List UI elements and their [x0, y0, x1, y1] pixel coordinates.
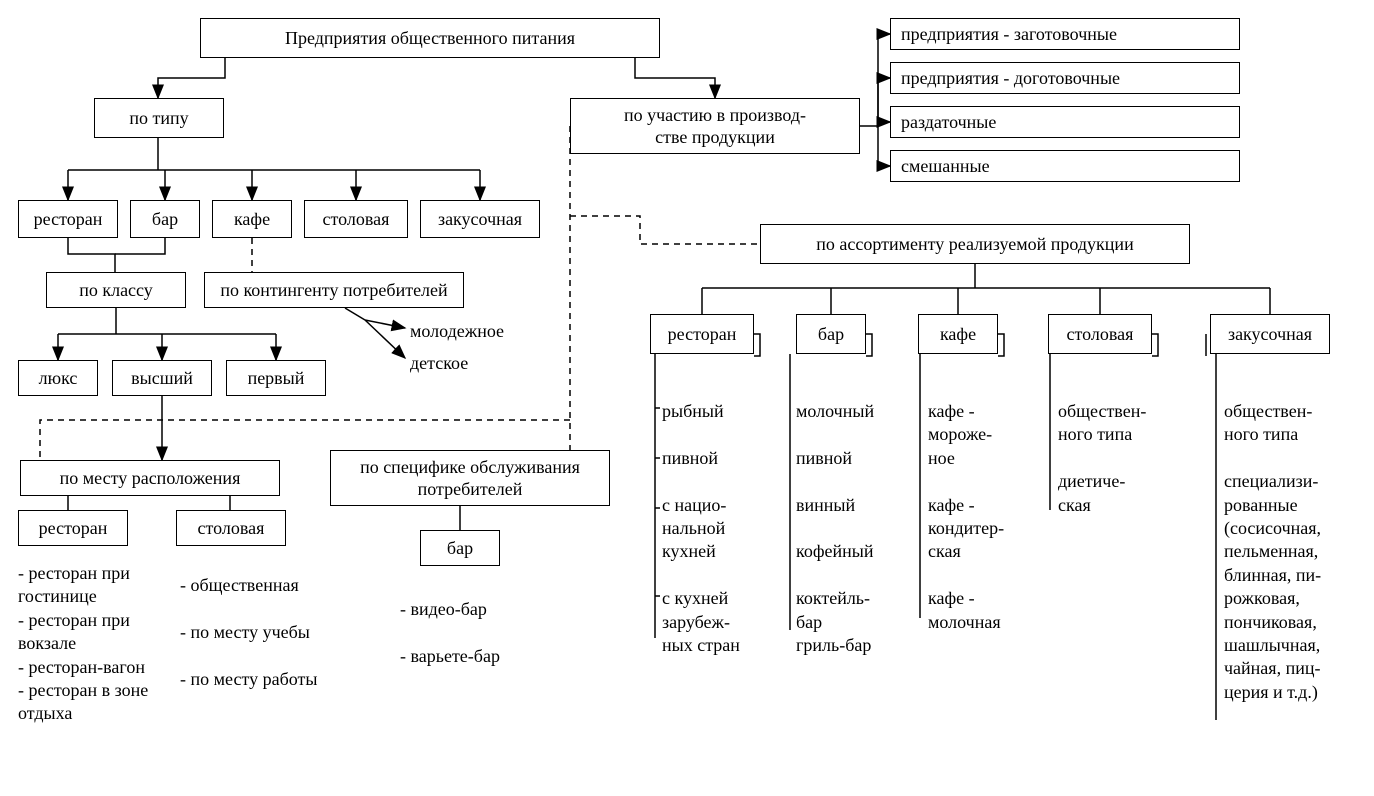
node-a-bar: бар	[796, 314, 866, 354]
node-byspec: по специфике обслуживания потребителей	[330, 450, 610, 506]
label-loc-rest-list: - ресторан при гостинице - ресторан при …	[18, 562, 148, 726]
node-byloc: по месту расположения	[20, 460, 280, 496]
node-t-bar: бар	[130, 200, 200, 238]
node-high: высший	[112, 360, 212, 396]
node-a-cafe: кафе	[918, 314, 998, 354]
node-bytype: по типу	[94, 98, 224, 138]
label-a-zak-list: обществен- ного типа специализи- рованны…	[1224, 400, 1321, 704]
node-p2: предприятия - доготовочные	[890, 62, 1240, 94]
node-a-zak: закусочная	[1210, 314, 1330, 354]
node-lux: люкс	[18, 360, 98, 396]
node-bycont: по контингенту потребителей	[204, 272, 464, 308]
node-p1: предприятия - заготовочные	[890, 18, 1240, 50]
label-a-cafe-list: кафе - мороже- ное кафе - кондитер- ская…	[928, 400, 1004, 634]
label-youth: молодежное	[410, 320, 504, 343]
label-a-stol-list: обществен- ного типа диетиче- ская	[1058, 400, 1146, 517]
node-loc-rest: ресторан	[18, 510, 128, 546]
node-t-cafe: кафе	[212, 200, 292, 238]
node-byassort: по ассортименту реализуемой продукции	[760, 224, 1190, 264]
label-loc-stol-list: - общественная - по месту учебы - по мес…	[180, 574, 317, 691]
label-a-bar-list: молочный пивной винный кофейный коктейль…	[796, 400, 874, 657]
node-a-rest: ресторан	[650, 314, 754, 354]
node-byclass: по классу	[46, 272, 186, 308]
node-t-zak: закусочная	[420, 200, 540, 238]
node-first: первый	[226, 360, 326, 396]
label-a-rest-list: рыбный пивной с нацио- нальной кухней с …	[662, 400, 740, 657]
node-spec-bar: бар	[420, 530, 500, 566]
node-root: Предприятия общественного питания	[200, 18, 660, 58]
node-t-stol: столовая	[304, 200, 408, 238]
label-child: детское	[410, 352, 468, 375]
node-loc-stol: столовая	[176, 510, 286, 546]
label-spec-bar-list: - видео-бар - варьете-бар	[400, 598, 500, 668]
node-byprod: по участию в производ- стве продукции	[570, 98, 860, 154]
node-p4: смешанные	[890, 150, 1240, 182]
node-p3: раздаточные	[890, 106, 1240, 138]
node-t-rest: ресторан	[18, 200, 118, 238]
node-a-stol: столовая	[1048, 314, 1152, 354]
